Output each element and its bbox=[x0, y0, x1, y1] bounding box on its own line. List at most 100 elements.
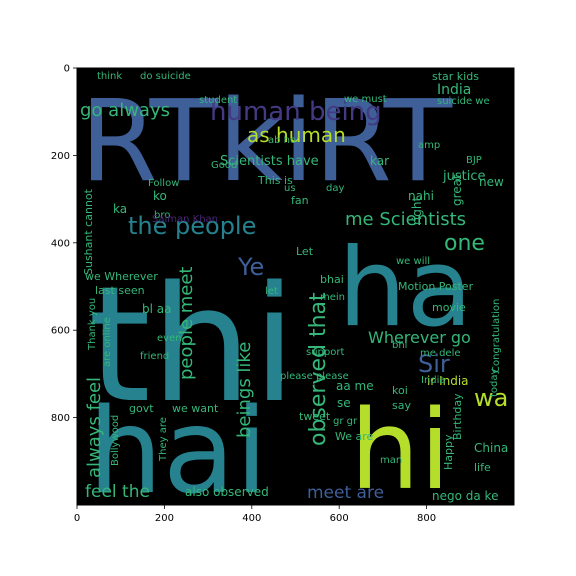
cloud-word: hi bbox=[350, 386, 450, 514]
y-tick-label: 400 bbox=[51, 238, 70, 249]
cloud-word: do suicide bbox=[140, 71, 191, 82]
cloud-word: us bbox=[284, 183, 296, 194]
cloud-word: Let bbox=[296, 245, 314, 258]
cloud-word: bl aa bbox=[142, 302, 171, 316]
x-tick-label: 600 bbox=[330, 513, 349, 524]
cloud-word: me Scientists bbox=[345, 209, 466, 230]
cloud-word: please please bbox=[280, 371, 349, 382]
cloud-word: always feel bbox=[84, 377, 105, 478]
cloud-word: day bbox=[326, 183, 344, 194]
cloud-word: we must bbox=[344, 94, 387, 105]
cloud-word: thi bbox=[88, 251, 297, 438]
cloud-word: Motion Poster bbox=[398, 280, 474, 293]
cloud-word: Bollywood bbox=[110, 415, 121, 466]
cloud-word: one bbox=[444, 231, 485, 256]
cloud-word: This is bbox=[257, 174, 293, 187]
cloud-word: govt bbox=[129, 402, 154, 415]
cloud-word: beings like bbox=[234, 342, 255, 438]
cloud-word: today bbox=[489, 368, 500, 397]
cloud-word: student bbox=[199, 95, 237, 106]
cloud-word: Happy bbox=[442, 434, 455, 470]
cloud-word: Thank you bbox=[87, 298, 98, 351]
cloud-word: meet are bbox=[307, 483, 384, 503]
cloud-word: friend bbox=[140, 351, 169, 362]
cloud-word: Follow bbox=[148, 178, 179, 189]
cloud-word: bhi bbox=[392, 340, 407, 351]
cloud-word: we Wherever bbox=[85, 270, 158, 283]
cloud-word: bhai bbox=[320, 273, 344, 286]
x-tick-label: 800 bbox=[417, 513, 436, 524]
cloud-word: bro bbox=[154, 210, 170, 221]
cloud-word: we want bbox=[172, 402, 219, 415]
cloud-word: last seen bbox=[95, 284, 145, 297]
cloud-word: amp bbox=[418, 140, 440, 151]
cloud-word: Wherever go bbox=[368, 328, 471, 347]
cloud-word: star kids bbox=[432, 70, 479, 83]
cloud-word: gr gr bbox=[333, 416, 358, 427]
cloud-word: the people bbox=[128, 212, 256, 240]
cloud-word: Good bbox=[211, 160, 237, 171]
cloud-word: nahi bbox=[408, 189, 434, 203]
cloud-word: feel the bbox=[85, 482, 150, 502]
cloud-word: ab ho bbox=[268, 135, 296, 146]
cloud-word: as human bbox=[247, 123, 346, 147]
plot-background bbox=[77, 68, 514, 505]
cloud-word: justice bbox=[442, 169, 485, 184]
cloud-word: even bbox=[157, 333, 182, 344]
cloud-word: India bbox=[421, 375, 446, 386]
cloud-word: movie bbox=[432, 301, 466, 314]
cloud-word: new bbox=[479, 175, 504, 189]
cloud-word: koi bbox=[392, 384, 408, 397]
cloud-word: Ye bbox=[237, 253, 264, 281]
y-tick-label: 800 bbox=[51, 413, 70, 424]
cloud-word: They are bbox=[158, 417, 169, 462]
cloud-word: great bbox=[450, 174, 464, 206]
cloud-word: ka bbox=[113, 202, 127, 216]
cloud-word: go always bbox=[80, 100, 170, 121]
cloud-word: mein bbox=[320, 292, 345, 303]
cloud-word: Congratulation bbox=[491, 299, 502, 373]
cloud-word: life bbox=[474, 461, 491, 474]
cloud-word: We are bbox=[335, 430, 374, 443]
cloud-word: right bbox=[410, 197, 424, 225]
y-tick-label: 600 bbox=[51, 326, 70, 337]
cloud-word: se bbox=[337, 396, 351, 410]
cloud-word: suicide we bbox=[437, 96, 490, 107]
cloud-word: wa bbox=[474, 384, 508, 412]
cloud-word: also observed bbox=[185, 485, 269, 499]
cloud-word: ir India bbox=[427, 374, 469, 388]
cloud-word: Salman Khan bbox=[152, 214, 218, 225]
y-axis: 0 200 400 600 800 bbox=[51, 64, 77, 424]
cloud-word: think bbox=[97, 71, 122, 82]
cloud-word: Sushant cannot bbox=[82, 188, 95, 275]
cloud-word: me dele bbox=[420, 348, 461, 359]
cloud-word: India bbox=[437, 82, 471, 98]
cloud-word: let bbox=[265, 286, 278, 297]
cloud-word: hai bbox=[88, 382, 268, 520]
cloud-word: BJP bbox=[466, 155, 482, 166]
cloud-word: ko bbox=[153, 189, 167, 203]
cloud-word: RTkiRT bbox=[80, 77, 453, 207]
cloud-word: observed that bbox=[306, 292, 331, 446]
x-tick-label: 400 bbox=[242, 513, 261, 524]
cloud-word: support bbox=[306, 347, 344, 358]
cloud-word: aa me bbox=[336, 379, 374, 393]
cloud-word: nego da ke bbox=[432, 489, 498, 503]
cloud-word: are online bbox=[102, 317, 113, 367]
plot-frame bbox=[76, 67, 515, 506]
x-axis: 0 200 400 600 800 bbox=[74, 505, 436, 524]
cloud-word: kar bbox=[370, 154, 389, 168]
cloud-word: say bbox=[392, 399, 411, 412]
cloud-word: human being bbox=[210, 97, 382, 127]
cloud-word: ha bbox=[338, 226, 473, 351]
cloud-word: we will bbox=[396, 256, 430, 267]
cloud-word: fan bbox=[291, 194, 309, 207]
y-tick-label: 200 bbox=[51, 151, 70, 162]
y-tick-label: 0 bbox=[64, 64, 70, 75]
cloud-word: China bbox=[474, 441, 508, 455]
cloud-word: Scientists have bbox=[220, 154, 319, 169]
cloud-word: tweet bbox=[299, 410, 331, 423]
